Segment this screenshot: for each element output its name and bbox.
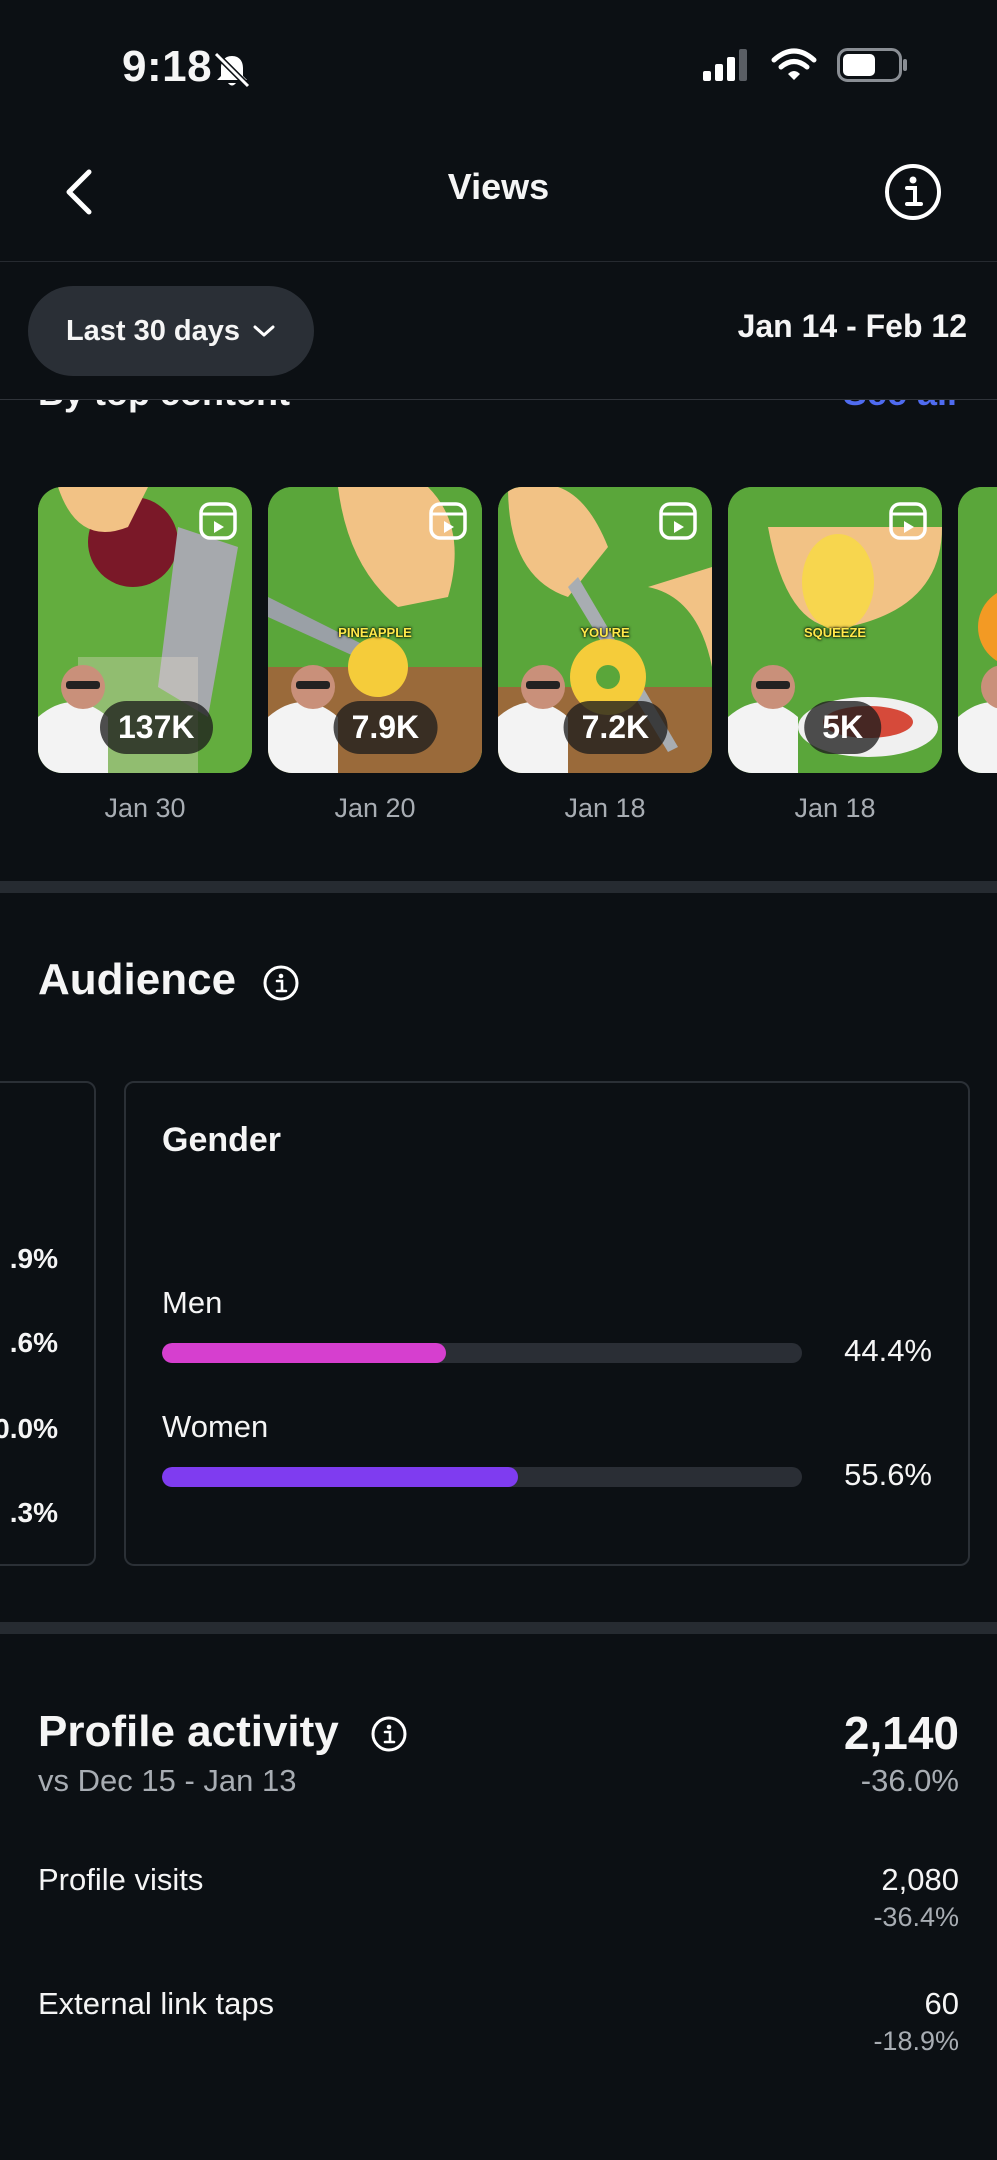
thumbnail-caption: PINEAPPLE	[338, 625, 412, 640]
nav-bar: Views	[0, 130, 997, 262]
info-circle-icon[interactable]	[262, 964, 300, 1002]
signal-icon	[703, 49, 747, 81]
status-time: 9:18	[122, 42, 213, 91]
top-content-item[interactable]: YOU'RE 7.2K Jan 18	[498, 487, 712, 824]
section-divider	[0, 881, 997, 893]
top-content-carousel[interactable]: 137K Jan 30 PINEAPPLE 7.9K Ja	[38, 487, 997, 827]
date-range-dropdown[interactable]: Last 30 days	[28, 286, 314, 376]
gender-bar-women	[162, 1467, 802, 1487]
gender-value-men: 44.4%	[844, 1333, 932, 1368]
chevron-down-icon	[253, 325, 275, 337]
post-date: Jan 20	[334, 793, 416, 823]
reels-icon	[199, 502, 237, 540]
top-content-item[interactable]: PINEAPPLE 7.9K Jan 20	[268, 487, 482, 824]
metric-change-profile-visits: -36.4%	[873, 1902, 959, 1932]
audience-value: .6%	[9, 1327, 58, 1358]
profile-activity-change: -36.0%	[860, 1763, 959, 1798]
date-range-text: Jan 14 - Feb 12	[737, 308, 967, 344]
gender-label-women: Women	[162, 1409, 269, 1444]
profile-activity-heading: Profile activity	[38, 1707, 339, 1756]
chevron-left-icon	[66, 169, 92, 215]
reel-thumbnail[interactable]: SQUEEZE 5K	[728, 487, 942, 773]
top-content-item[interactable]	[958, 487, 997, 773]
metric-label-external-link-taps: External link taps	[38, 1986, 275, 2021]
wifi-icon	[771, 48, 817, 80]
post-date: Jan 18	[564, 793, 646, 823]
thumbnail-caption: SQUEEZE	[803, 625, 867, 640]
thumbnail-image	[958, 487, 997, 773]
reel-thumbnail[interactable]: PINEAPPLE 7.9K	[268, 487, 482, 773]
filter-bar: Last 30 days Jan 14 - Feb 12	[0, 262, 997, 400]
post-date: Jan 30	[104, 793, 186, 823]
audience-heading: Audience	[38, 955, 237, 1004]
battery-icon	[837, 48, 907, 82]
audience-card-partial[interactable]: .9% .6% 0.0% .3%	[0, 1081, 96, 1566]
reel-thumbnail[interactable]	[958, 487, 997, 773]
audience-value: .3%	[9, 1497, 58, 1528]
gender-label-men: Men	[162, 1285, 223, 1320]
audience-value: .9%	[9, 1243, 58, 1274]
status-bar: 9:18	[0, 0, 997, 130]
view-count-badge: 7.2K	[563, 701, 668, 754]
top-content-item[interactable]: SQUEEZE 5K Jan 18	[728, 487, 942, 824]
post-date: Jan 18	[794, 793, 876, 823]
profile-activity-total: 2,140	[843, 1707, 959, 1759]
gender-card[interactable]: Gender Men 44.4% Women 55.6%	[124, 1081, 970, 1566]
reels-icon	[659, 502, 697, 540]
metric-value-profile-visits: 2,080	[881, 1862, 959, 1897]
section-divider	[0, 1622, 997, 1634]
audience-value: 0.0%	[0, 1413, 58, 1444]
profile-activity-compare: vs Dec 15 - Jan 13	[38, 1763, 297, 1798]
metric-change-external-link-taps: -18.9%	[873, 2026, 959, 2056]
thumbnail-caption: YOU'RE	[580, 625, 630, 640]
gender-value-women: 55.6%	[844, 1457, 932, 1492]
metric-label-profile-visits: Profile visits	[38, 1862, 204, 1897]
page-title: Views	[447, 166, 550, 207]
view-count-badge: 5K	[804, 701, 882, 754]
reel-thumbnail[interactable]: 137K	[38, 487, 252, 773]
reel-thumbnail[interactable]: YOU'RE 7.2K	[498, 487, 712, 773]
metric-value-external-link-taps: 60	[924, 1986, 959, 2021]
gender-bar-fill	[162, 1343, 447, 1363]
gender-bar-men	[162, 1343, 802, 1363]
view-count-badge: 7.9K	[333, 701, 438, 754]
view-count-badge: 137K	[100, 701, 213, 754]
date-range-label: Last 30 days	[65, 314, 241, 347]
info-circle-icon[interactable]	[881, 160, 945, 224]
gender-title: Gender	[162, 1121, 282, 1159]
reels-icon	[429, 502, 467, 540]
back-button[interactable]	[50, 160, 106, 224]
reels-icon	[889, 502, 927, 540]
top-content-item[interactable]: 137K Jan 30	[38, 487, 252, 824]
info-circle-icon[interactable]	[370, 1715, 408, 1753]
gender-bar-fill	[162, 1467, 518, 1487]
bell-muted-icon	[213, 51, 251, 89]
